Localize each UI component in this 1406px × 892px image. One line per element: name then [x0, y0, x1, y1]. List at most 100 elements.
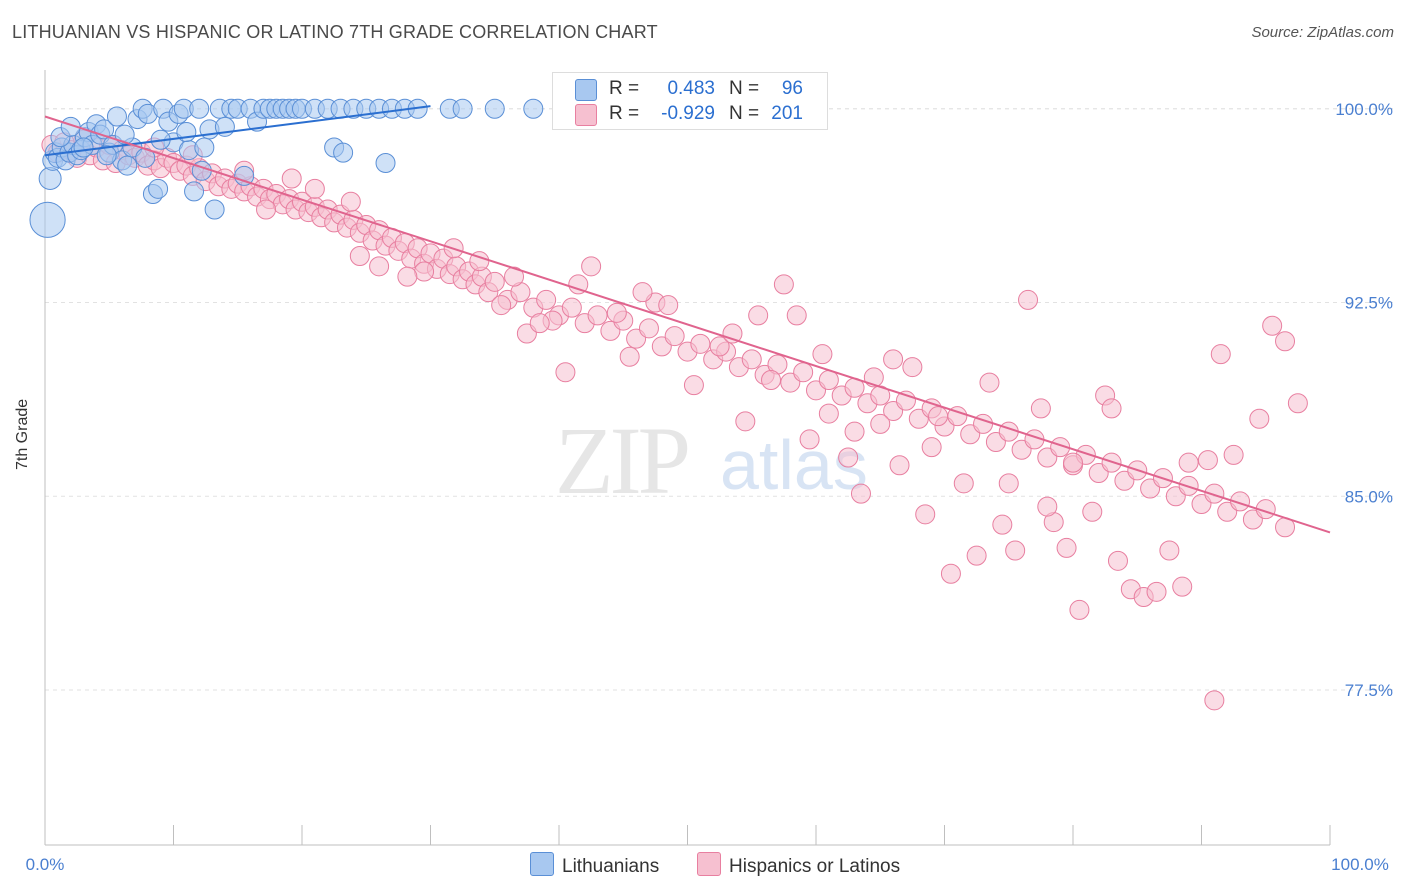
legend-n-label: N =: [729, 103, 760, 124]
hispanic-point: [581, 256, 602, 277]
hispanic-point: [773, 274, 794, 295]
legend-n-label: N =: [729, 78, 760, 99]
hispanic-point: [921, 437, 942, 458]
hispanic-point: [812, 344, 833, 365]
hispanic-point: [883, 349, 904, 370]
hispanic-point: [690, 333, 711, 354]
hispanic-point: [555, 362, 576, 383]
hispanic-point: [529, 313, 550, 334]
lithuanian-point: [523, 98, 544, 119]
legend-n-value: 201: [771, 103, 803, 124]
hispanic-point: [1197, 450, 1218, 471]
lithuanian-point: [38, 167, 62, 190]
lithuanian-point: [106, 106, 127, 127]
hispanic-point: [863, 367, 884, 388]
hispanic-point: [992, 514, 1013, 535]
hispanic-point: [761, 370, 782, 390]
hispanic-point: [1287, 393, 1308, 414]
chart-title: LITHUANIAN VS HISPANIC OR LATINO 7TH GRA…: [12, 22, 658, 42]
hispanic-point: [664, 326, 685, 347]
bottom-legend-swatch-lithuanians: [530, 852, 554, 876]
hispanic-point: [638, 318, 659, 339]
lithuanian-point: [96, 145, 117, 166]
hispanic-point: [568, 274, 589, 295]
bottom-legend-label: Lithuanians: [562, 856, 660, 877]
data-points: [29, 98, 1308, 711]
hispanic-point: [304, 178, 325, 199]
lithuanian-point: [148, 178, 169, 199]
hispanic-point: [850, 483, 871, 504]
bottom-legend-lithuanians[interactable]: Lithuanians: [530, 852, 659, 878]
lithuanian-point: [114, 124, 135, 145]
y-tick-label: 77.5%: [1345, 681, 1393, 700]
hispanic-point: [1262, 315, 1283, 336]
lithuanian-point: [333, 142, 354, 163]
hispanic-point: [793, 362, 814, 383]
legend-r-label: R =: [609, 103, 640, 124]
hispanic-point: [504, 266, 525, 287]
lithuanian-point: [184, 181, 205, 202]
hispanic-point: [748, 305, 769, 326]
hispanic-point: [281, 168, 302, 189]
lithuanian-point: [204, 199, 225, 220]
hispanic-point: [1178, 452, 1199, 473]
hispanic-point: [1275, 331, 1296, 352]
hispanic-point: [1037, 496, 1058, 517]
lithuanian-point: [234, 165, 255, 186]
hispanic-point: [1107, 550, 1128, 571]
hispanic-point: [340, 191, 361, 212]
hispanic-point: [915, 504, 936, 525]
hispanic-trend-line: [44, 115, 1331, 534]
lithuanian-point: [484, 98, 505, 119]
lithuanian-point: [189, 98, 210, 119]
hispanic-point: [606, 302, 627, 323]
legend-swatch-lithuanians: [575, 79, 597, 101]
hispanic-point: [658, 295, 679, 316]
hispanic-point: [940, 563, 961, 584]
hispanic-point: [619, 346, 640, 367]
bottom-legend-label: Hispanics or Latinos: [729, 856, 901, 877]
hispanic-point: [889, 455, 910, 476]
hispanic-point: [1063, 452, 1083, 473]
legend-r-value: -0.929: [661, 103, 715, 124]
hispanic-point: [1204, 690, 1225, 711]
hispanic-point: [998, 473, 1019, 494]
hispanic-point: [397, 266, 418, 287]
y-tick-label: 92.5%: [1345, 294, 1393, 313]
hispanic-point: [979, 372, 1000, 393]
hispanic-point: [966, 545, 987, 566]
hispanic-point: [1030, 398, 1051, 419]
bottom-legend-swatch-hispanics: [697, 852, 721, 876]
hispanic-point: [491, 295, 512, 316]
hispanic-point: [870, 413, 891, 434]
hispanic-point: [799, 429, 820, 450]
hispanic-point: [561, 297, 582, 318]
lithuanian-point: [60, 116, 81, 137]
lithuanian-point: [117, 155, 138, 176]
hispanic-point: [256, 199, 277, 220]
hispanic-point: [349, 246, 370, 266]
hispanic-point: [844, 421, 865, 442]
lithuanian-trend-line: [44, 105, 431, 157]
legend-row-lithuanians: R = 0.483 N = 96: [553, 76, 827, 102]
axes: [44, 70, 1331, 846]
hispanic-point: [1146, 581, 1167, 602]
hispanic-point: [953, 473, 974, 494]
hispanic-point: [587, 305, 608, 326]
lithuanian-point: [73, 137, 94, 158]
hispanic-point: [1005, 540, 1026, 561]
legend-row-hispanics: R = -0.929 N = 201: [553, 101, 827, 127]
x-tick-label: 100.0%: [1331, 855, 1389, 874]
y-tick-label: 100.0%: [1335, 100, 1393, 119]
hispanic-point: [998, 421, 1019, 442]
lithuanian-point: [452, 98, 473, 119]
hispanic-point: [1018, 289, 1039, 310]
hispanic-point: [928, 406, 949, 427]
lithuanian-point: [29, 201, 66, 238]
x-tick-label: 0.0%: [26, 855, 65, 874]
legend-swatch-hispanics: [575, 104, 597, 126]
hispanic-point: [1249, 408, 1270, 429]
bottom-legend-hispanics[interactable]: Hispanics or Latinos: [697, 852, 900, 878]
hispanic-point: [484, 271, 505, 292]
